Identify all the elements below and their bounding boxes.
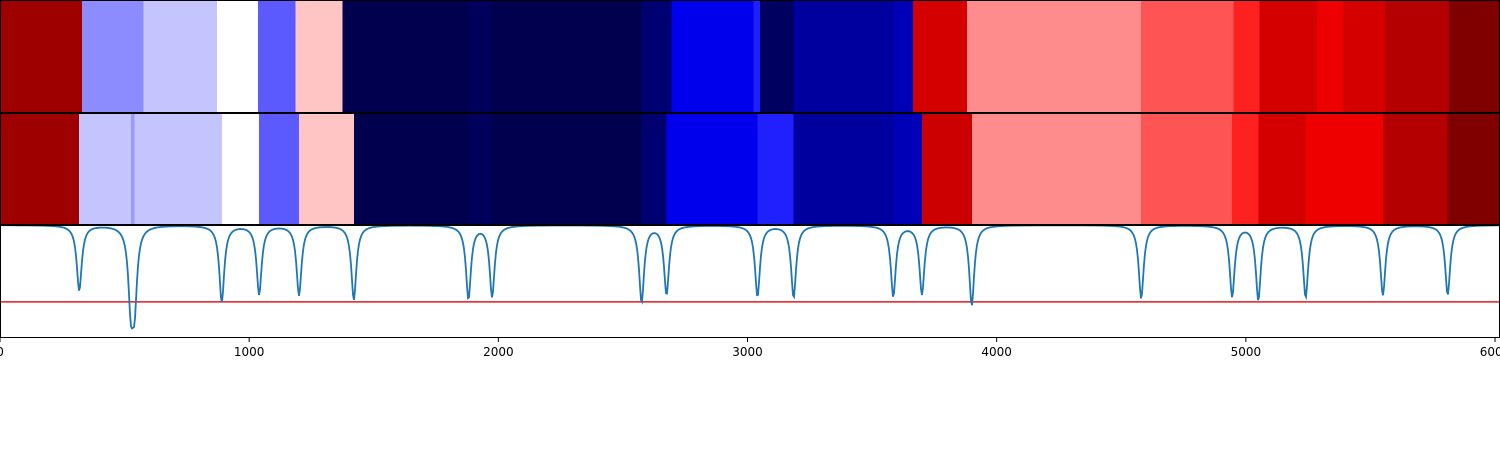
- track-1-segment-16: [971, 113, 1142, 225]
- track-0-segment-17: [1141, 0, 1234, 113]
- track-0-segment-8: [492, 0, 643, 113]
- x-tick-label-4: 4000: [981, 345, 1012, 359]
- track-0-segment-10: [671, 0, 755, 113]
- track-1-segment-6: [299, 113, 355, 225]
- track-1-segment-9: [492, 113, 643, 225]
- track-0-segment-12: [759, 0, 795, 113]
- heatmap-track-bottom: [0, 113, 1500, 225]
- signal-panel: [0, 224, 1500, 338]
- track-1-segment-11: [666, 113, 759, 225]
- track-1-segment-21: [1382, 113, 1449, 225]
- track-0-segment-13: [793, 0, 894, 113]
- x-axis: 0 1000 2000 3000 4000 5000 6000: [0, 338, 1500, 359]
- track-1-segment-2: [130, 113, 136, 225]
- track-1-segment-5: [259, 113, 300, 225]
- track-0-segment-22: [1385, 0, 1450, 113]
- x-tick-label-3: 3000: [732, 345, 763, 359]
- track-0-segment-3: [216, 0, 259, 113]
- x-tick-label-6: 6000: [1480, 345, 1500, 359]
- signal-panel-background: [0, 225, 1500, 338]
- track-0-segment-18: [1233, 0, 1261, 113]
- track-1-segment-13: [793, 113, 894, 225]
- x-tick-label-2: 2000: [483, 345, 514, 359]
- track-1-segment-7: [353, 113, 470, 225]
- track-1-segment-20: [1305, 113, 1384, 225]
- track-0-segment-9: [641, 0, 673, 113]
- track-1-segment-17: [1141, 113, 1233, 225]
- track-1-segment-1: [79, 113, 132, 225]
- track-0-segment-0: [0, 0, 83, 113]
- signal-line: [0, 224, 1500, 330]
- track-0-segment-14: [893, 0, 914, 113]
- track-0-segment-21: [1343, 0, 1386, 113]
- x-tick-label-1: 1000: [234, 345, 265, 359]
- x-tick-label-0: 0: [0, 345, 4, 359]
- track-0-segment-23: [1448, 0, 1500, 113]
- track-1-segment-18: [1232, 113, 1259, 225]
- track-1-segment-4: [221, 113, 260, 225]
- track-0-segment-15: [913, 0, 968, 113]
- track-0-segment-5: [295, 0, 344, 113]
- track-1-segment-22: [1447, 113, 1500, 225]
- track-0-segment-11: [753, 0, 761, 113]
- track-1-segment-14: [893, 113, 923, 225]
- track-1-segment-19: [1258, 113, 1307, 225]
- track-0-segment-2: [143, 0, 218, 113]
- track-0-segment-19: [1259, 0, 1318, 113]
- track-1-segment-10: [641, 113, 668, 225]
- heatmap-track-top: [0, 0, 1500, 113]
- track-1-segment-0: [0, 113, 80, 225]
- track-0-segment-16: [966, 0, 1142, 113]
- x-tick-label-5: 5000: [1231, 345, 1262, 359]
- track-1-segment-15: [921, 113, 973, 225]
- track-1-segment-8: [468, 113, 493, 225]
- track-1-segment-3: [134, 113, 223, 225]
- track-0-segment-6: [342, 0, 470, 113]
- track-0-segment-4: [257, 0, 296, 113]
- track-1-segment-12: [757, 113, 795, 225]
- track-0-segment-7: [468, 0, 493, 113]
- track-0-segment-1: [82, 0, 144, 113]
- track-0-segment-20: [1316, 0, 1344, 113]
